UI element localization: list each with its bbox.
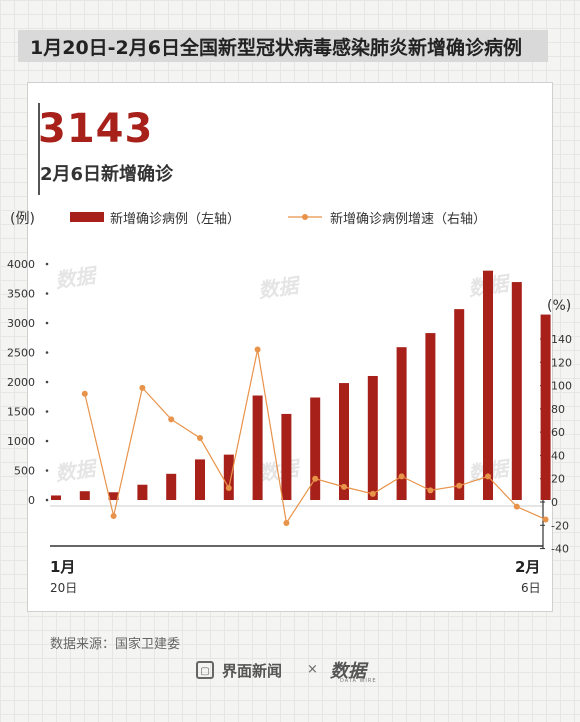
bar-3 — [137, 484, 148, 500]
title-bar — [18, 30, 548, 62]
brand-logo-icon: ▢ — [196, 661, 214, 679]
right-tick-label: 20 — [551, 473, 565, 486]
rate-point-7 — [283, 519, 290, 526]
legend-bar-swatch — [70, 212, 104, 222]
x-end-month: 2月 — [515, 558, 540, 576]
legend-bar-label: 新增确诊病例（左轴） — [110, 211, 240, 227]
left-tick-label: 2500 — [7, 347, 35, 360]
right-tick-label: 0 — [551, 496, 558, 509]
left-tick-label: 2000 — [7, 376, 35, 389]
x-start-month: 1月 — [50, 558, 75, 576]
bar-2 — [108, 492, 119, 500]
right-tick-label: 120 — [551, 356, 572, 369]
bar-1 — [79, 491, 90, 500]
bar-16 — [511, 282, 522, 500]
rate-point-6 — [254, 346, 261, 353]
rate-point-1 — [110, 512, 117, 519]
headline-value: 3143 — [38, 106, 154, 152]
x-end-day: 6日 — [521, 581, 541, 595]
left-tick-mark — [45, 351, 49, 354]
left-tick-mark — [45, 292, 49, 295]
left-tick-mark — [45, 469, 49, 472]
left-tick-mark — [45, 439, 49, 443]
right-tick-label: 60 — [551, 426, 565, 439]
accent-line — [38, 103, 40, 195]
collab-symbol: × — [307, 662, 318, 677]
rate-point-10 — [369, 490, 376, 497]
rate-point-15 — [513, 503, 520, 510]
bar-8 — [281, 413, 292, 500]
bar-5 — [195, 459, 205, 500]
legend-line-marker — [302, 214, 308, 220]
right-axis-unit: (%) — [547, 298, 571, 314]
right-tick-label: 80 — [551, 403, 565, 416]
right-tick-label: -20 — [551, 519, 569, 532]
rate-point-14 — [485, 473, 491, 480]
rate-point-5 — [225, 485, 232, 492]
left-tick-label: 500 — [14, 465, 35, 478]
rate-point-2 — [139, 384, 146, 391]
bar-12 — [396, 347, 407, 500]
headline-label: 2月6日新增确诊 — [40, 164, 174, 185]
partner-logo-sub: DATA WIRE — [340, 678, 377, 684]
left-tick-mark — [45, 262, 49, 266]
right-tick-label: 140 — [551, 333, 572, 346]
left-tick-mark — [45, 498, 49, 502]
rate-point-9 — [341, 483, 347, 490]
rate-point-12 — [427, 487, 434, 494]
left-tick-label: 4000 — [7, 258, 35, 271]
legend-line-label: 新增确诊病例增速（右轴） — [330, 211, 486, 227]
left-tick-mark — [45, 410, 49, 413]
right-tick-label: -40 — [551, 543, 569, 556]
left-tick-label: 3000 — [7, 317, 35, 330]
bar-13 — [425, 333, 436, 500]
bar-17 — [540, 314, 551, 500]
left-axis-unit: (例) — [10, 211, 35, 227]
left-tick-mark — [45, 380, 49, 384]
rate-point-13 — [456, 482, 463, 489]
rate-point-8 — [312, 475, 319, 482]
left-tick-label: 3500 — [7, 288, 35, 301]
data-source: 数据来源：国家卫建委 — [50, 637, 181, 652]
chart-title: 1月20日-2月6日全国新型冠状病毒感染肺炎新增确诊病例 — [30, 37, 522, 59]
rate-point-4 — [197, 434, 203, 441]
bar-10 — [339, 383, 349, 500]
rate-point-11 — [398, 473, 405, 480]
bar-4 — [166, 473, 177, 500]
bar-15 — [483, 270, 493, 500]
partner-logo: 数据 — [330, 661, 366, 682]
rate-point-16 — [542, 516, 549, 523]
rate-point-3 — [168, 416, 175, 423]
bar-11 — [367, 375, 378, 500]
left-tick-mark — [45, 321, 49, 325]
bar-9 — [310, 397, 321, 500]
bar-0 — [51, 495, 61, 500]
right-tick-label: 100 — [551, 380, 572, 393]
bar-14 — [454, 309, 465, 500]
right-tick-label: 40 — [551, 449, 565, 462]
chart-card — [27, 82, 553, 612]
bar-7 — [252, 395, 263, 500]
x-start-day: 20日 — [50, 581, 77, 595]
left-tick-label: 1000 — [7, 435, 35, 448]
left-tick-label: 0 — [28, 494, 35, 507]
brand-name: 界面新闻 — [222, 662, 283, 680]
left-tick-label: 1500 — [7, 406, 35, 419]
rate-point-0 — [81, 390, 88, 397]
bar-6 — [223, 454, 234, 500]
